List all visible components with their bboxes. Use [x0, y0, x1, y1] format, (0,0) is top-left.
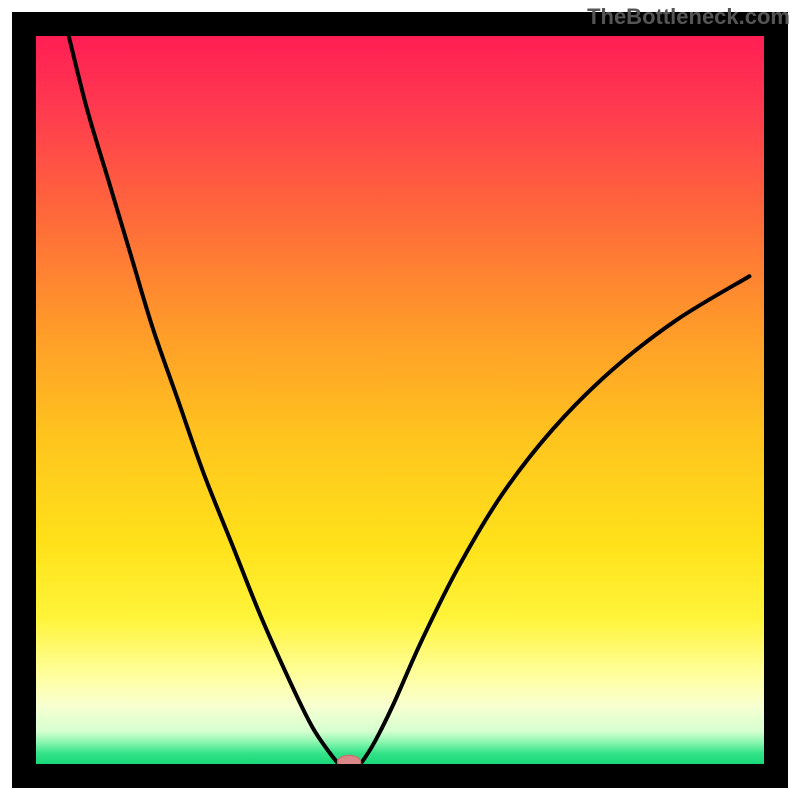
bottleneck-chart: TheBottleneck.com	[0, 0, 800, 800]
chart-svg	[0, 0, 800, 800]
plot-background	[36, 36, 764, 764]
